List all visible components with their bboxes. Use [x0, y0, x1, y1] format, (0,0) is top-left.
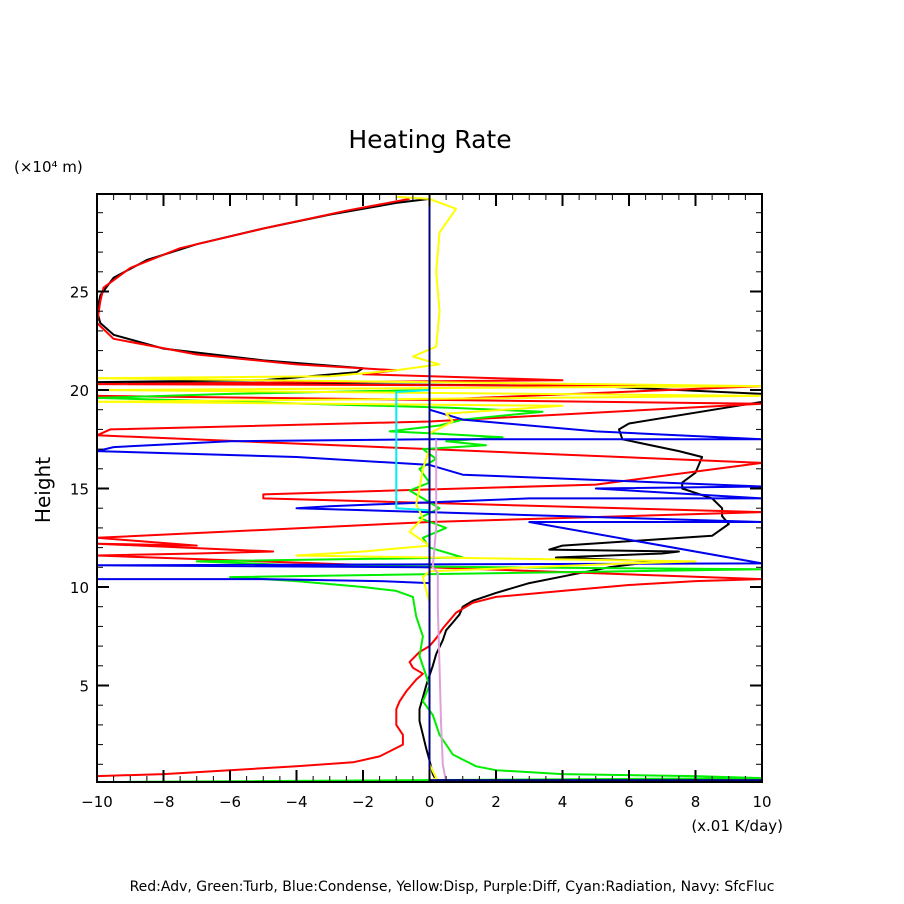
x-tick-label: 10 [752, 793, 771, 811]
x-tick-label: −2 [352, 793, 374, 811]
x-axis-label: (x.01 K/day) [691, 817, 783, 835]
x-tick-label: 8 [691, 793, 701, 811]
x-tick-label: 6 [624, 793, 634, 811]
series-line-disp [96, 195, 763, 783]
x-tick-label: 2 [491, 793, 501, 811]
y-unit-label: (×10⁴ m) [14, 158, 83, 176]
chart-title: Heating Rate [348, 125, 511, 154]
y-tick-label: 20 [70, 382, 89, 400]
plot-frame [96, 193, 763, 783]
series-line-total [96, 197, 763, 781]
x-tick-label: −6 [219, 793, 241, 811]
y-tick-label: 10 [70, 579, 89, 597]
series-line-radiation [395, 389, 430, 512]
legend-text: Red:Adv, Green:Turb, Blue:Condense, Yell… [130, 879, 775, 895]
y-axis-label: Height [31, 457, 55, 523]
series-layer [96, 195, 763, 783]
series-line-condense [96, 390, 763, 585]
y-tick-label: 25 [70, 284, 89, 302]
series-line-adv [96, 197, 763, 778]
x-tick-label: −8 [152, 793, 174, 811]
x-tick-label: −10 [81, 793, 113, 811]
x-tick-label: −4 [285, 793, 307, 811]
x-tick-label: 0 [425, 793, 435, 811]
x-tick-label: 4 [558, 793, 568, 811]
series-line-diff [431, 439, 448, 783]
y-tick-label: 5 [79, 678, 89, 696]
y-tick-label: 15 [70, 481, 89, 499]
